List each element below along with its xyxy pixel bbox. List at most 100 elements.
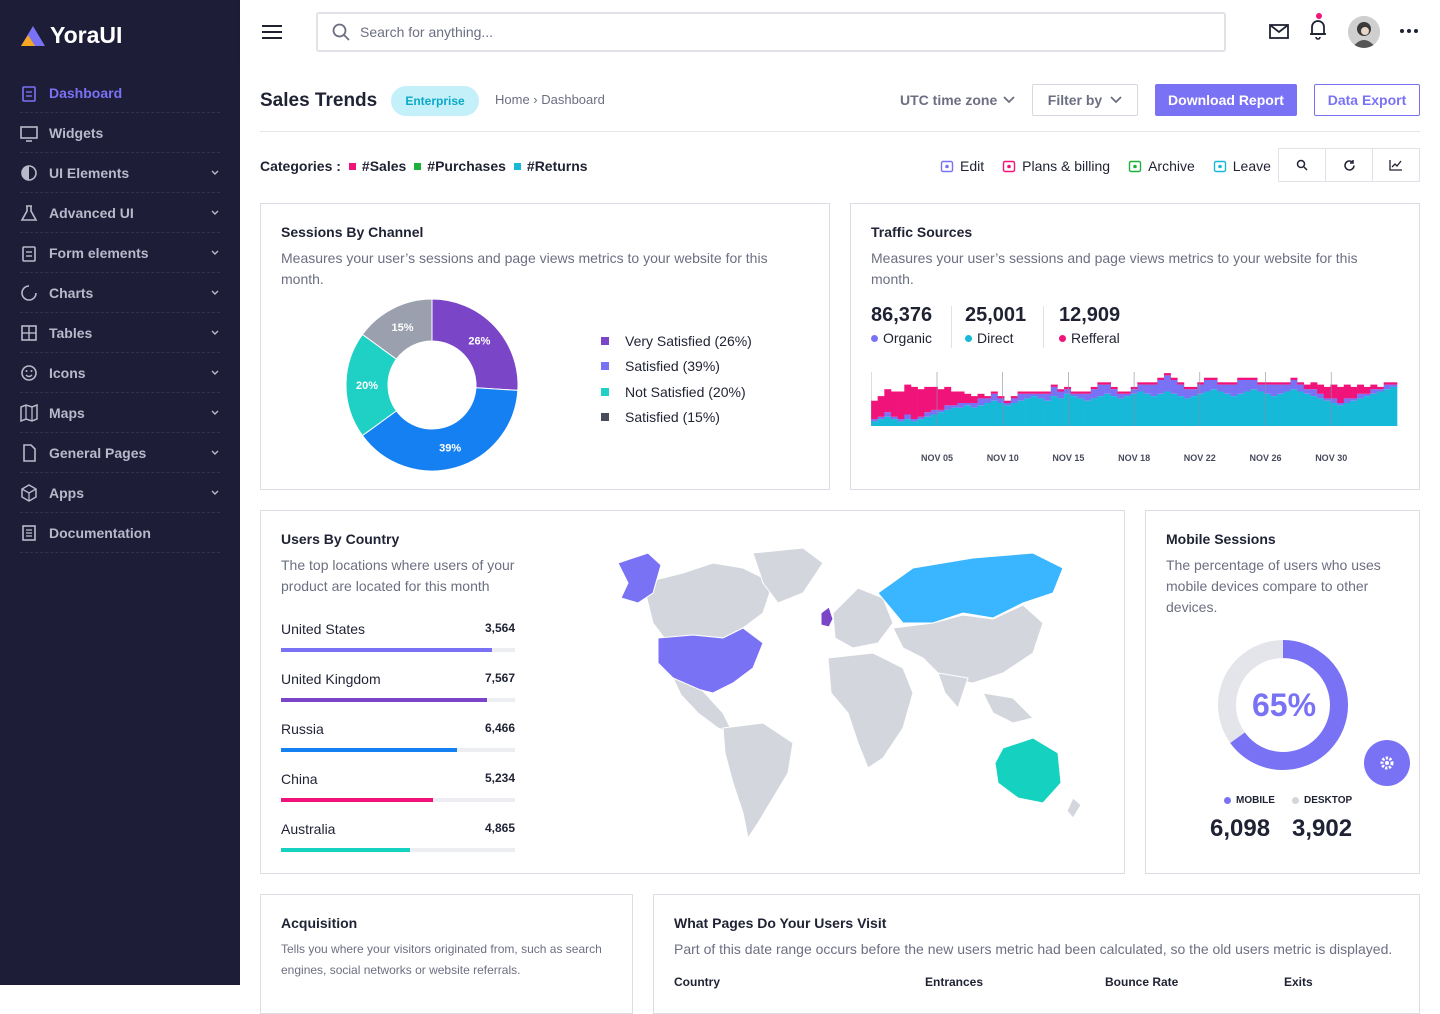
desktop-legend: DESKTOP: [1292, 795, 1352, 806]
zoom-button[interactable]: [1279, 149, 1326, 181]
sidebar-item-tables[interactable]: Tables: [20, 313, 220, 353]
traffic-bar: [1163, 391, 1171, 426]
mail-icon[interactable]: [1268, 20, 1290, 42]
donut-slice[interactable]: [361, 387, 519, 472]
traffic-bar: [990, 393, 998, 401]
category-tag[interactable]: #Returns: [513, 158, 588, 174]
column-header[interactable]: Bounce Rate: [1105, 975, 1179, 989]
chevron-down-icon: [211, 290, 219, 295]
progress-track: [281, 698, 515, 702]
traffic-bar: [884, 416, 892, 426]
traffic-bar: [1117, 393, 1125, 399]
country-row[interactable]: China 5,234: [281, 771, 515, 821]
map-greenland: [752, 547, 824, 604]
edit-icon: [940, 160, 954, 173]
traffic-bar: [1163, 373, 1171, 376]
category-tag[interactable]: #Sales: [348, 158, 406, 174]
column-header[interactable]: Exits: [1284, 975, 1313, 989]
country-name: China: [281, 771, 318, 787]
traffic-bar: [1250, 389, 1258, 426]
refresh-button[interactable]: [1326, 149, 1373, 181]
file-icon: [23, 443, 36, 462]
line-chart-icon: [1389, 160, 1402, 171]
sidebar-item-maps[interactable]: Maps: [20, 393, 220, 433]
column-header[interactable]: Country: [674, 975, 720, 989]
country-row[interactable]: United States 3,564: [281, 621, 515, 671]
traffic-bar: [924, 412, 932, 417]
sidebar-item-dashboard[interactable]: Dashboard: [20, 73, 220, 113]
tool-button-group: [1278, 148, 1420, 182]
traffic-bar: [1303, 393, 1311, 426]
category-tag[interactable]: #Purchases: [414, 158, 506, 174]
search-input[interactable]: [360, 24, 1160, 40]
country-row[interactable]: United Kingdom 7,567: [281, 671, 515, 721]
traffic-bar: [1383, 389, 1391, 426]
traffic-bar: [1390, 384, 1398, 387]
traffic-bar: [957, 407, 965, 426]
donut-slice[interactable]: [361, 298, 433, 360]
sidebar-item-label: Apps: [49, 484, 84, 501]
traffic-bar: [1177, 384, 1185, 397]
traffic-bar: [1357, 398, 1365, 426]
sidebar-item-documentation[interactable]: Documentation: [20, 513, 220, 553]
traffic-bar: [1243, 377, 1251, 380]
edit-link[interactable]: Edit: [940, 158, 984, 174]
map-uk: [820, 606, 834, 628]
timezone-label: UTC time zone: [900, 92, 998, 108]
column-header[interactable]: Entrances: [925, 975, 984, 989]
traffic-bar: [1157, 393, 1165, 426]
traffic-bar: [1297, 382, 1305, 385]
traffic-bar: [1357, 393, 1365, 399]
stat-value: 12,909: [1059, 304, 1121, 326]
traffic-bar: [1290, 389, 1298, 426]
hamburger-menu-icon[interactable]: [262, 24, 282, 40]
more-options-icon[interactable]: [1398, 20, 1420, 42]
sidebar-item-general-pages[interactable]: General Pages: [20, 433, 220, 473]
sidebar-item-form-elements[interactable]: Form elements: [20, 233, 220, 273]
sidebar-item-widgets[interactable]: Widgets: [20, 113, 220, 153]
timezone-select[interactable]: UTC time zone: [900, 92, 1015, 108]
traffic-bar: [1183, 389, 1191, 399]
download-report-button[interactable]: Download Report: [1155, 84, 1297, 116]
country-row[interactable]: Australia 4,865: [281, 821, 515, 871]
leave-link[interactable]: Leave: [1213, 158, 1271, 174]
country-list: United States 3,564 United Kingdom 7,567 Rus…: [281, 621, 515, 871]
traffic-bar: [1317, 393, 1325, 399]
sidebar-item-icons[interactable]: Icons: [20, 353, 220, 393]
traffic-bar: [1097, 382, 1105, 385]
world-map[interactable]: [573, 543, 1093, 843]
donut-slice[interactable]: [431, 298, 519, 391]
chart-button[interactable]: [1373, 149, 1419, 181]
traffic-bar: [1277, 382, 1285, 385]
legend-label: Not Satisfied (20%): [625, 383, 746, 400]
sidebar-item-apps[interactable]: Apps: [20, 473, 220, 513]
plans-billing-link[interactable]: Plans & billing: [1002, 158, 1110, 174]
traffic-bar: [1290, 380, 1298, 390]
archive-link[interactable]: Archive: [1128, 158, 1195, 174]
user-avatar[interactable]: [1348, 16, 1380, 48]
sessions-card: Sessions By Channel Measures your user’s…: [260, 203, 830, 490]
progress-fill: [281, 848, 410, 852]
traffic-bar: [1283, 384, 1291, 392]
settings-fab[interactable]: [1364, 740, 1410, 786]
sidebar-item-advanced-ui[interactable]: Advanced UI: [20, 193, 220, 233]
traffic-bar: [957, 391, 965, 403]
traffic-bar: [1030, 393, 1038, 397]
sidebar-item-charts[interactable]: Charts: [20, 273, 220, 313]
traffic-bar: [977, 393, 985, 399]
clipboard-icon: [22, 245, 36, 262]
filter-by-button[interactable]: Filter by: [1032, 84, 1138, 116]
traffic-bar: [1090, 398, 1098, 426]
breadcrumb[interactable]: Home › Dashboard: [495, 92, 605, 107]
sidebar-item-ui-elements[interactable]: UI Elements: [20, 153, 220, 193]
data-export-button[interactable]: Data Export: [1314, 84, 1420, 116]
country-row[interactable]: Russia 6,466: [281, 721, 515, 771]
brand-logo[interactable]: YoraUI: [20, 22, 122, 49]
slice-label: 15%: [391, 322, 413, 334]
bell-icon[interactable]: [1307, 12, 1329, 42]
traffic-bar: [1057, 389, 1065, 392]
traffic-bar: [890, 416, 898, 420]
progress-track: [281, 798, 515, 802]
traffic-bar: [937, 389, 945, 410]
card-title: Users By Country: [281, 531, 400, 547]
